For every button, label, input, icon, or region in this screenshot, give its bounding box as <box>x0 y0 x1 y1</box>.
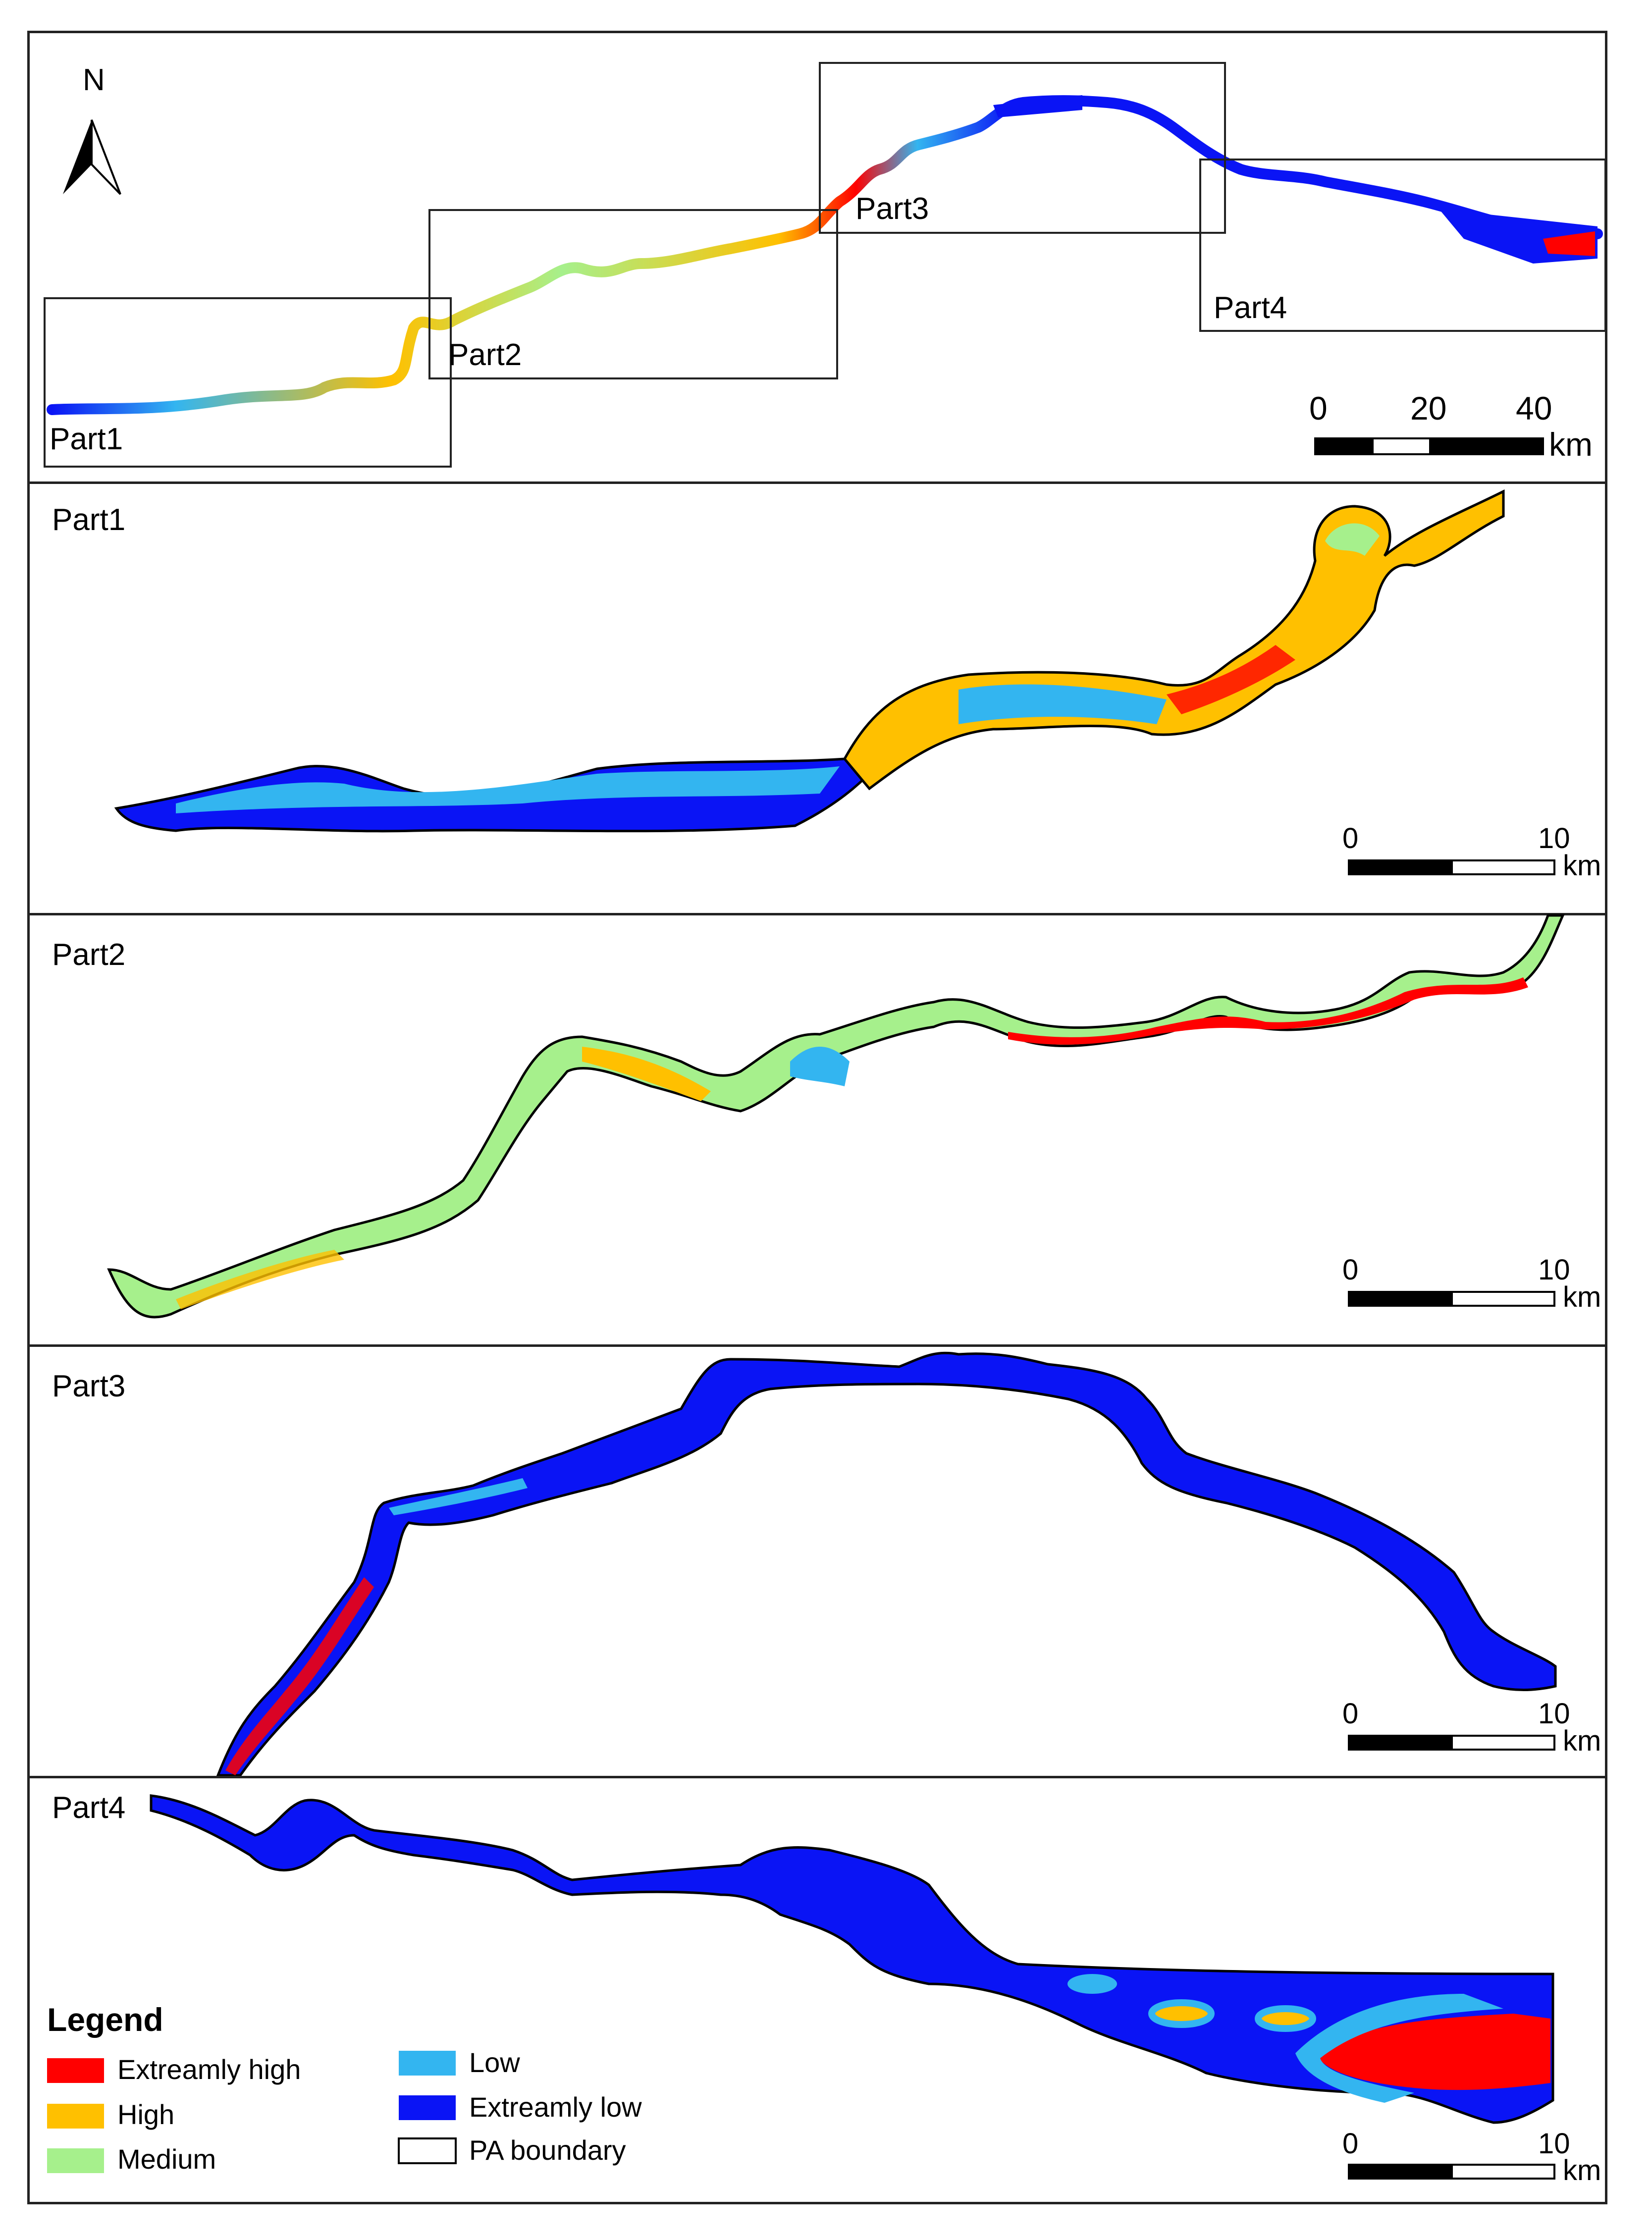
part4-orange-blob-1 <box>1148 1999 1215 2028</box>
part1-river-blue <box>114 701 901 833</box>
part4-scale-bar: 0 10 km <box>1342 2128 1601 2186</box>
part4-hot-core <box>1315 2014 1550 2090</box>
part3-hot-band <box>225 1577 374 1775</box>
part3-panel <box>27 1344 1607 1778</box>
part4-map: Part4 Legend Extreamly high High Medium … <box>47 1791 1601 2186</box>
part4-box <box>1199 159 1606 332</box>
part2-hot-upper <box>1008 977 1528 1045</box>
part1-panel <box>27 481 1607 915</box>
legend-label-pa-boundary: PA boundary <box>469 2134 626 2166</box>
part3-label: Part3 <box>855 192 929 226</box>
svg-text:0: 0 <box>1342 1698 1358 1730</box>
part1-river-low <box>176 766 840 813</box>
legend-swatch-extreamly-high <box>47 2058 104 2083</box>
svg-text:km: km <box>1563 2154 1601 2186</box>
svg-text:10: 10 <box>1538 1698 1570 1730</box>
legend-label-high: High <box>117 2099 174 2130</box>
part3-map: Part3 0 10 km <box>52 1351 1601 1777</box>
legend-title: Legend <box>47 2001 163 2038</box>
svg-text:0: 0 <box>1342 1254 1358 1286</box>
part4-orange-blob-2 <box>1255 2005 1316 2032</box>
river-overview-hotspot <box>1543 231 1595 256</box>
legend-swatch-extreamly-low <box>399 2095 456 2120</box>
legend-swatch-high <box>47 2104 104 2129</box>
svg-text:0: 0 <box>1342 822 1358 854</box>
north-arrow-icon <box>63 119 121 195</box>
part2-lower-orange <box>176 1250 344 1309</box>
part2-scale-bar: 0 10 km <box>1342 1254 1601 1313</box>
part4-label: Part4 <box>1214 291 1287 325</box>
part3-scale-bar: 0 10 km <box>1342 1698 1601 1757</box>
part3-river <box>216 1351 1557 1777</box>
part4-low-blob-3 <box>1067 1974 1117 1994</box>
part2-low-lobe <box>790 1047 850 1086</box>
legend-label-extreamly-high: Extreamly high <box>117 2054 301 2085</box>
legend-label-extreamly-low: Extreamly low <box>469 2091 642 2123</box>
part2-orange <box>582 1047 711 1101</box>
part2-label: Part2 <box>448 338 522 372</box>
part2-panel <box>27 913 1607 1347</box>
part1-river-upper <box>843 489 1505 791</box>
part1-river-green <box>1325 523 1380 556</box>
part2-map: Part2 0 10 km <box>52 914 1601 1319</box>
part2-title: Part2 <box>52 938 125 972</box>
part1-scale-bar: 0 10 km <box>1342 822 1601 882</box>
part4-title: Part4 <box>52 1791 125 1825</box>
svg-text:10: 10 <box>1538 2128 1570 2160</box>
part1-river-medium <box>959 684 1167 724</box>
legend-swatch-low <box>399 2051 456 2076</box>
part1-title: Part1 <box>52 503 125 537</box>
part2-river-lower <box>107 914 1565 1319</box>
part1-river-hot <box>1167 645 1295 714</box>
north-label: N <box>83 63 105 97</box>
part4-panel <box>27 1776 1607 2204</box>
svg-text:km: km <box>1563 1281 1601 1313</box>
part3-low-band <box>389 1478 528 1515</box>
svg-text:km: km <box>1563 1725 1601 1757</box>
svg-text:0: 0 <box>1342 2128 1358 2160</box>
river-overview-wide-mid <box>993 95 1082 117</box>
part3-title: Part3 <box>52 1369 125 1403</box>
svg-text:km: km <box>1549 426 1593 463</box>
svg-text:10: 10 <box>1538 822 1570 854</box>
overview-map: N Part1 Part2 Part3 Part4 0 20 40 km <box>44 62 1606 468</box>
part3-box <box>819 62 1226 234</box>
svg-text:km: km <box>1563 850 1601 882</box>
part1-label: Part1 <box>50 422 123 456</box>
river-overview <box>47 95 1603 415</box>
legend-swatch-medium <box>47 2148 104 2173</box>
legend-label-medium: Medium <box>117 2143 216 2175</box>
overview-scale-bar: 0 20 40 km <box>1309 390 1593 463</box>
figure-frame <box>27 31 1607 2204</box>
legend: Legend Extreamly high High Medium Low Ex… <box>47 2001 642 2175</box>
svg-text:0: 0 <box>1309 390 1328 426</box>
legend-label-low: Low <box>469 2047 520 2078</box>
part1-map: Part1 0 10 km <box>52 489 1601 882</box>
svg-text:10: 10 <box>1538 1254 1570 1286</box>
legend-swatch-pa-boundary <box>398 2137 457 2164</box>
part4-low-ring <box>1295 1994 1503 2103</box>
part1-box <box>44 297 452 468</box>
svg-text:20: 20 <box>1410 390 1446 426</box>
svg-text:40: 40 <box>1516 390 1552 426</box>
part2-box <box>428 209 838 379</box>
